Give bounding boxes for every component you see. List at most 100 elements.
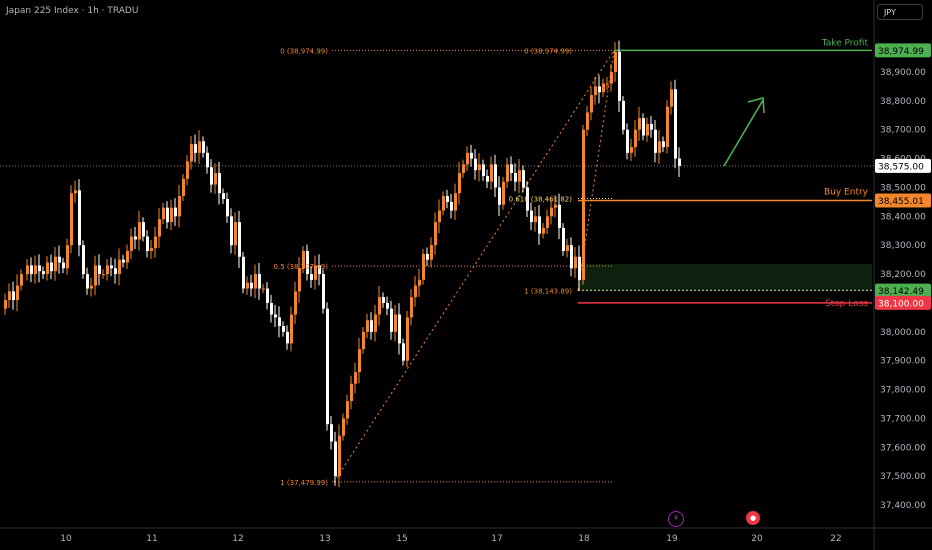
arrow-head-icon xyxy=(747,96,765,114)
candle-body xyxy=(246,282,249,289)
x-tick-label: 10 xyxy=(60,534,72,544)
last-price-tag: 38,575.00 xyxy=(878,162,924,172)
y-tick-label: 37,500.00 xyxy=(880,472,926,482)
candle-body xyxy=(126,250,129,263)
candle-body xyxy=(338,435,341,477)
candle-body xyxy=(242,256,245,289)
candle-body xyxy=(322,274,325,309)
candle-body xyxy=(610,72,613,84)
candle-body xyxy=(614,51,617,72)
buy-entry-price-tag: 38,455.01 xyxy=(878,197,924,207)
candle-body xyxy=(518,170,521,182)
record-dot-icon[interactable]: ● xyxy=(746,511,760,525)
candle-body xyxy=(146,236,149,251)
candle-body xyxy=(102,274,105,276)
candle-body xyxy=(630,147,633,153)
candle-body xyxy=(666,106,669,148)
projection-arrow xyxy=(723,99,764,167)
candle-body xyxy=(294,291,297,315)
candle-body xyxy=(330,424,333,442)
fib-label: 1 (37,479.99) xyxy=(280,479,328,487)
candle-body xyxy=(46,262,49,275)
candle-body xyxy=(286,331,289,344)
candle-body xyxy=(454,193,457,211)
candle-body xyxy=(26,265,29,275)
candle-body xyxy=(34,265,37,275)
candle-body xyxy=(422,253,425,280)
candle-body xyxy=(270,302,273,315)
candle-body xyxy=(658,141,661,153)
candle-body xyxy=(346,401,349,419)
candle-body xyxy=(606,83,609,85)
candle-body xyxy=(474,158,477,171)
x-tick-label: 18 xyxy=(578,534,590,544)
candle-body xyxy=(674,89,677,159)
candle-body xyxy=(78,190,81,246)
y-tick-label: 38,700.00 xyxy=(880,126,926,136)
candle-body xyxy=(30,265,33,275)
candle-body xyxy=(262,288,265,290)
candle-body xyxy=(526,187,529,211)
buy-entry-price-tag-bg xyxy=(875,193,931,208)
candle-body xyxy=(166,207,169,223)
candle-body xyxy=(546,216,549,228)
candle-body xyxy=(206,152,209,168)
candle-body xyxy=(442,196,445,211)
candle-body xyxy=(634,129,637,148)
candle-body xyxy=(650,123,653,130)
candle-body xyxy=(342,418,345,436)
candle-body xyxy=(54,256,57,272)
candle-body xyxy=(350,383,353,402)
candle-body xyxy=(254,274,257,289)
stop-loss-price-tag-bg xyxy=(875,295,931,310)
candle-body xyxy=(150,248,153,251)
candle-body xyxy=(574,256,577,269)
candle-body xyxy=(386,302,389,309)
chart-title: Japan 225 Index · 1h · TRADU xyxy=(6,6,139,16)
candle-body xyxy=(58,256,61,263)
y-tick-label: 38,400.00 xyxy=(880,212,926,222)
candle-body xyxy=(20,274,23,286)
currency-selector[interactable]: JPY xyxy=(877,4,923,20)
candle-body xyxy=(274,314,277,318)
candle-body xyxy=(98,265,101,275)
candle-body xyxy=(182,178,185,197)
candle-body xyxy=(654,129,657,153)
candle-body xyxy=(558,204,561,228)
candle-body xyxy=(234,222,237,246)
candle-body xyxy=(8,291,11,301)
candle-body xyxy=(210,167,213,185)
candle-body xyxy=(38,265,41,272)
candle-body xyxy=(202,141,205,153)
zone-price-tag-bg xyxy=(875,283,931,298)
zone-price-tag: 38,142.49 xyxy=(878,287,924,297)
take-profit-price-tag: 38,974.99 xyxy=(878,47,924,57)
candle-body xyxy=(154,236,157,249)
candle-body xyxy=(266,288,269,303)
candle-body xyxy=(486,175,489,182)
candle-body xyxy=(446,196,449,202)
entry-zone xyxy=(578,263,872,291)
candle-body xyxy=(118,259,121,275)
candle-body xyxy=(646,123,649,136)
candle-body xyxy=(498,187,501,205)
candle-body xyxy=(326,308,329,425)
candle-body xyxy=(238,222,241,257)
candle-body xyxy=(678,158,681,166)
candle-body xyxy=(394,314,397,332)
candle-body xyxy=(50,262,53,272)
candle-body xyxy=(590,95,593,113)
candle-body xyxy=(134,236,137,240)
candle-body xyxy=(410,297,413,318)
candle-body xyxy=(74,190,77,194)
candle-body xyxy=(190,144,193,162)
candle-body xyxy=(598,86,601,93)
candle-body xyxy=(306,250,309,275)
candle-body xyxy=(554,204,557,208)
candle-body xyxy=(214,173,217,185)
x-tick-label: 15 xyxy=(396,534,407,544)
candle-body xyxy=(62,262,65,269)
lightning-icon[interactable]: ⚡ xyxy=(668,511,684,527)
candle-body xyxy=(506,164,509,182)
